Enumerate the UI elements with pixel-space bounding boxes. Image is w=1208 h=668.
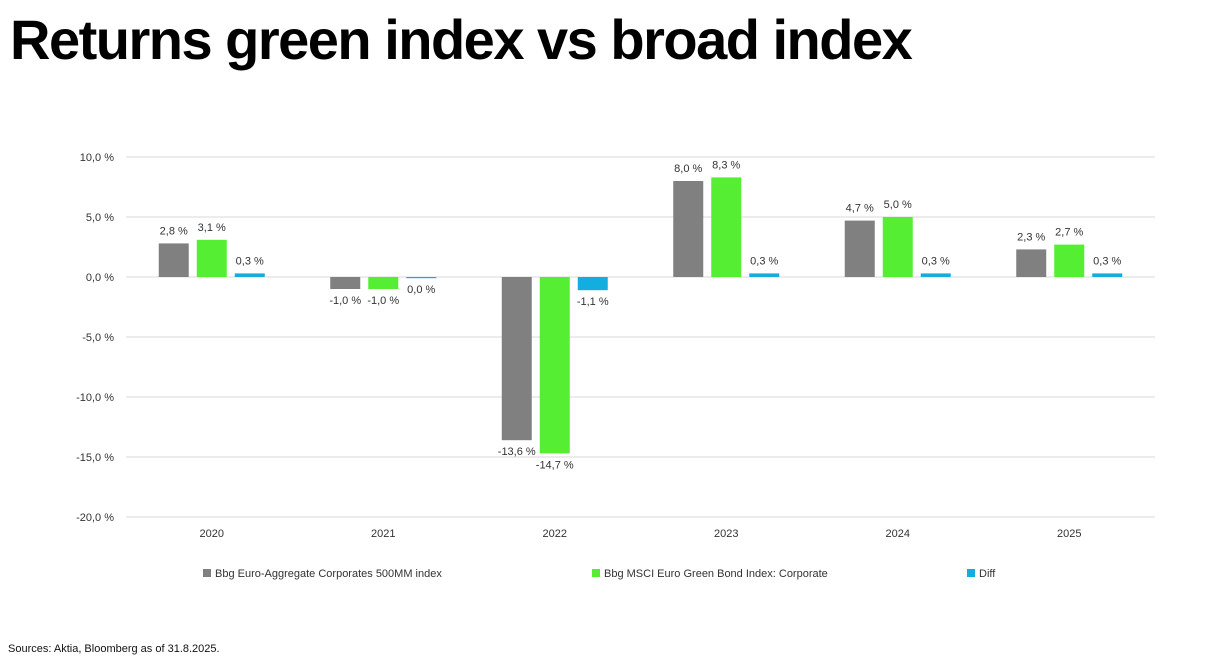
bar [234, 273, 265, 277]
sources-note: Sources: Aktia, Bloomberg as of 31.8.202… [8, 643, 220, 655]
y-tick-label: -20,0 % [76, 512, 114, 524]
bar [1054, 244, 1085, 277]
data-label: -14,7 % [536, 459, 574, 471]
bar [406, 277, 437, 279]
legend-label: Bbg MSCI Euro Green Bond Index: Corporat… [604, 568, 828, 580]
bar [673, 181, 704, 277]
x-tick-label: 2021 [371, 528, 395, 540]
legend-swatch [592, 569, 600, 577]
bar [749, 273, 780, 277]
bar [501, 277, 532, 441]
bar [882, 217, 913, 277]
legend-label: Bbg Euro-Aggregate Corporates 500MM inde… [215, 568, 442, 580]
bar [1016, 249, 1047, 277]
y-tick-label: -10,0 % [76, 392, 114, 404]
data-label: 3,1 % [198, 222, 226, 234]
data-label: -1,0 % [367, 295, 399, 307]
data-label: -1,1 % [577, 296, 609, 308]
legend-label: Diff [979, 568, 996, 580]
y-tick-label: -15,0 % [76, 452, 114, 464]
bar [844, 220, 875, 277]
y-tick-label: -5,0 % [82, 332, 114, 344]
x-tick-label: 2025 [1057, 528, 1081, 540]
data-label: 2,3 % [1017, 231, 1045, 243]
bar [711, 177, 742, 277]
data-label: 2,8 % [160, 225, 188, 237]
data-label: 8,0 % [674, 163, 702, 175]
x-tick-label: 2023 [714, 528, 738, 540]
data-label: 0,0 % [407, 284, 435, 296]
x-tick-label: 2020 [200, 528, 224, 540]
page-title: Returns green index vs broad index [10, 8, 913, 71]
bar [196, 239, 227, 277]
data-label: 0,3 % [1093, 255, 1121, 267]
data-label: 0,3 % [750, 255, 778, 267]
data-label: 0,3 % [922, 255, 950, 267]
bar [158, 243, 189, 277]
bar [1092, 273, 1123, 277]
data-label: 2,7 % [1055, 227, 1083, 239]
y-tick-label: 10,0 % [80, 152, 114, 164]
data-label: 4,7 % [846, 203, 874, 215]
data-label: 5,0 % [884, 199, 912, 211]
legend-swatch [967, 569, 975, 577]
y-tick-label: 5,0 % [86, 212, 114, 224]
x-tick-label: 2024 [886, 528, 910, 540]
bar [539, 277, 570, 454]
bar [330, 277, 361, 289]
data-label: -1,0 % [329, 295, 361, 307]
data-label: 8,3 % [712, 159, 740, 171]
bar [368, 277, 399, 289]
bar [920, 273, 951, 277]
x-tick-label: 2022 [543, 528, 567, 540]
data-label: 0,3 % [236, 255, 264, 267]
bar [577, 277, 608, 291]
data-label: -13,6 % [498, 446, 536, 458]
legend-swatch [203, 569, 211, 577]
y-tick-label: 0,0 % [86, 272, 114, 284]
